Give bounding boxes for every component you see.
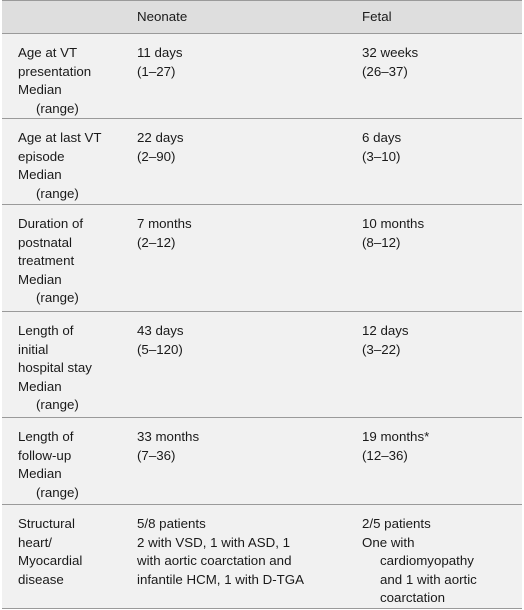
table-row: Age at last VT episode Median (range) 22… (2, 118, 522, 204)
fetal-value-line: coarctation (380, 590, 446, 605)
fetal-value-line: 6 days (362, 130, 402, 145)
neonate-value-line: infantile HCM, 1 with D-TGA (137, 571, 304, 587)
row-label-line: presentation (18, 63, 92, 79)
row-label-line: Median (18, 271, 62, 287)
fetal-value-line: 2/5 patients (362, 516, 431, 531)
neonate-value-line: (2–12) (137, 234, 176, 250)
row-label-line: Median (18, 466, 62, 481)
header-cell-fetal: Fetal (362, 9, 392, 24)
row-label-line: (range) (36, 100, 79, 116)
row-label-line: Median (18, 167, 62, 182)
table-row: Age at VT presentation Median (range) 11… (2, 33, 522, 118)
row-label-line: Structural (18, 516, 75, 531)
fetal-value-line: and 1 with aortic (380, 571, 477, 587)
fetal-value-line: (26–37) (362, 63, 408, 79)
fetal-value-line: One with (362, 534, 415, 550)
neonate-value-line: (1–27) (137, 63, 176, 79)
fetal-value-line: (8–12) (362, 234, 401, 250)
row-label-line: Age at VT (18, 45, 78, 60)
neonate-cell: 11 days (1–27) (119, 44, 344, 118)
fetal-value-line: 19 months* (362, 429, 430, 444)
neonate-value-line: (7–36) (137, 447, 176, 463)
row-label-cell: Age at last VT episode Median (range) (2, 129, 119, 204)
fetal-value-line: 12 days (362, 323, 409, 338)
row-label-line: (range) (36, 290, 79, 305)
row-label-line: Myocardial (18, 553, 83, 568)
neonate-value-line: 5/8 patients (137, 516, 206, 531)
row-label-line: Median (18, 82, 62, 97)
row-label-line: Duration of (18, 216, 84, 231)
neonate-value-line: (5–120) (137, 341, 183, 357)
neonate-cell: 22 days (2–90) (119, 129, 344, 204)
row-label-cell: Length of initial hospital stay Median (… (2, 322, 119, 417)
neonate-cell: 7 months (2–12) (119, 215, 344, 311)
neonate-value-line: 7 months (137, 216, 192, 231)
fetal-value-line: (12–36) (362, 447, 408, 463)
row-label-line: hospital stay (18, 360, 92, 375)
neonate-value-line: 22 days (137, 130, 184, 145)
table-header-row: Neonate Fetal (2, 1, 522, 33)
fetal-value-line: 10 months (362, 216, 425, 231)
row-label-line: heart/ (18, 534, 53, 550)
row-label-line: Median (18, 378, 62, 394)
table-row: Structural heart/ Myocardial disease 5/8… (2, 504, 522, 608)
row-label-line: Length of (18, 429, 74, 444)
fetal-cell: 12 days (3–22) (344, 322, 522, 417)
neonate-value-line: 33 months (137, 429, 200, 444)
fetal-cell: 10 months (8–12) (344, 215, 522, 311)
neonate-value-line: 2 with VSD, 1 with ASD, 1 (137, 534, 290, 550)
fetal-value-line: cardiomyopathy (380, 553, 474, 568)
row-label-line: (range) (36, 397, 79, 412)
fetal-value-line: (3–10) (362, 148, 401, 164)
row-label-cell: Length of follow-up Median (range) (2, 428, 119, 504)
fetal-cell: 6 days (3–10) (344, 129, 522, 204)
table-row: Length of initial hospital stay Median (… (2, 311, 522, 417)
row-label-line: treatment (18, 253, 75, 268)
row-label-line: disease (18, 571, 64, 587)
row-label-line: Age at last VT (18, 130, 102, 145)
neonate-value-line: 43 days (137, 323, 184, 338)
row-label-line: (range) (36, 185, 79, 201)
row-label-line: initial (18, 341, 49, 357)
row-label-cell: Duration of postnatal treatment Median (… (2, 215, 119, 311)
table-row: Length of follow-up Median (range) 33 mo… (2, 417, 522, 504)
neonate-value-line: (2–90) (137, 148, 176, 164)
fetal-value-line: 32 weeks (362, 45, 419, 60)
fetal-value-line: (3–22) (362, 341, 401, 357)
neonate-cell: 5/8 patients 2 with VSD, 1 with ASD, 1 w… (119, 515, 344, 608)
neonate-value-line: 11 days (137, 45, 183, 60)
row-label-line: follow-up (18, 447, 72, 463)
header-cell-neonate: Neonate (137, 9, 188, 24)
table-row: Duration of postnatal treatment Median (… (2, 204, 522, 311)
row-label-cell: Age at VT presentation Median (range) (2, 44, 119, 118)
neonate-cell: 33 months (7–36) (119, 428, 344, 504)
row-label-line: postnatal (18, 234, 72, 250)
row-label-cell: Structural heart/ Myocardial disease (2, 515, 119, 608)
neonate-value-line: with aortic coarctation and (137, 553, 292, 568)
row-label-line: Length of (18, 323, 74, 338)
row-label-line: (range) (36, 484, 79, 500)
neonate-cell: 43 days (5–120) (119, 322, 344, 417)
fetal-cell: 19 months* (12–36) (344, 428, 522, 504)
row-label-line: episode (18, 148, 65, 164)
fetal-cell: 32 weeks (26–37) (344, 44, 522, 118)
fetal-cell: 2/5 patients One with cardiomyopathy and… (344, 515, 522, 608)
